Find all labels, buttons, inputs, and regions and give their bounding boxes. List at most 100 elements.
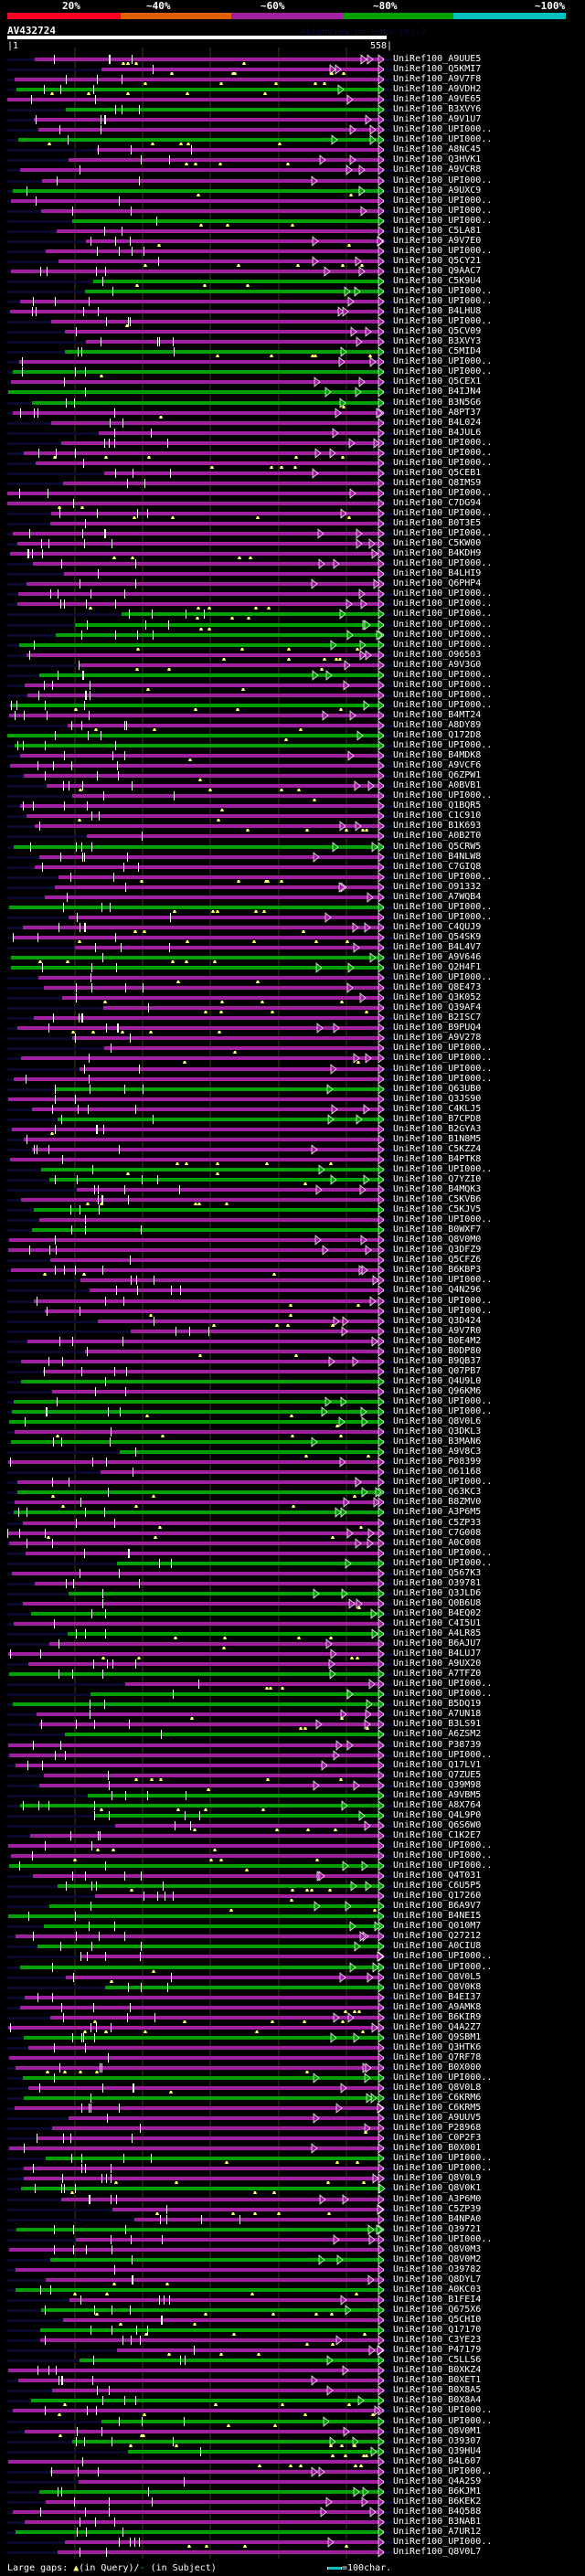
- hit-label[interactable]: UniRef100_Q4T031: [393, 1871, 482, 1881]
- hit-label[interactable]: UniRef100_C0P2F3: [393, 2133, 482, 2143]
- hit-label[interactable]: UniRef100_B4KDH9: [393, 548, 482, 558]
- hit-label[interactable]: UniRef100_UPI000..: [393, 1306, 493, 1316]
- hit-row[interactable]: [7, 670, 393, 681]
- hit-row[interactable]: [7, 387, 393, 398]
- hit-row[interactable]: [7, 821, 393, 832]
- hit-row[interactable]: [7, 256, 393, 267]
- hit-label[interactable]: UniRef100_Q6S6W0: [393, 1820, 482, 1830]
- hit-label[interactable]: UniRef100_Q3HTK6: [393, 2042, 482, 2052]
- hit-row[interactable]: [7, 84, 393, 95]
- hit-label[interactable]: UniRef100_B6KJM1: [393, 2486, 482, 2496]
- hit-row[interactable]: [7, 206, 393, 217]
- hit-row[interactable]: [7, 164, 393, 175]
- hit-row[interactable]: [7, 448, 393, 459]
- hit-row[interactable]: [7, 740, 393, 751]
- hit-label[interactable]: UniRef100_B4NEI5: [393, 1911, 482, 1921]
- hit-label[interactable]: UniRef100_C3YE23: [393, 2335, 482, 2345]
- hit-label[interactable]: UniRef100_UPI000..: [393, 1164, 493, 1174]
- hit-row[interactable]: [7, 2284, 393, 2295]
- hit-label[interactable]: UniRef100_A8NC45: [393, 144, 482, 154]
- hit-label[interactable]: UniRef100_O61168: [393, 1467, 482, 1477]
- hit-label[interactable]: UniRef100_UPI000..: [393, 366, 493, 376]
- hit-label[interactable]: UniRef100_UPI000..: [393, 1396, 493, 1406]
- hit-label[interactable]: UniRef100_Q567K3: [393, 1568, 482, 1578]
- hit-row[interactable]: [7, 1426, 393, 1437]
- hit-row[interactable]: [7, 488, 393, 499]
- hit-row[interactable]: [7, 1719, 393, 1730]
- hit-row[interactable]: [7, 2405, 393, 2416]
- hit-label[interactable]: UniRef100_Q39HU4: [393, 2446, 482, 2456]
- hit-row[interactable]: [7, 2244, 393, 2255]
- hit-row[interactable]: [7, 2426, 393, 2437]
- hit-row[interactable]: [7, 770, 393, 781]
- hit-label[interactable]: UniRef100_Q5CHI0: [393, 2315, 482, 2325]
- hit-row[interactable]: [7, 1941, 393, 1952]
- hit-label[interactable]: UniRef100_UPI000..: [393, 740, 493, 750]
- hit-row[interactable]: [7, 154, 393, 165]
- hit-row[interactable]: [7, 1528, 393, 1539]
- hit-label[interactable]: UniRef100_Q6ZPW1: [393, 770, 482, 780]
- hit-label[interactable]: UniRef100_B4PTK8: [393, 1154, 482, 1164]
- hit-label[interactable]: UniRef100_UPI000..: [393, 872, 493, 882]
- hit-row[interactable]: [7, 2234, 393, 2245]
- hit-label[interactable]: UniRef100_B4LHU8: [393, 306, 482, 316]
- hit-row[interactable]: [7, 2486, 393, 2497]
- hit-row[interactable]: [7, 468, 393, 479]
- hit-row[interactable]: [7, 1538, 393, 1549]
- hit-row[interactable]: [7, 599, 393, 610]
- hit-row[interactable]: [7, 1477, 393, 1488]
- hit-label[interactable]: UniRef100_Q4U9L0: [393, 1376, 482, 1386]
- hit-label[interactable]: UniRef100_Q3JLD6: [393, 1588, 482, 1598]
- hit-label[interactable]: UniRef100_B1N8M5: [393, 1134, 482, 1144]
- hit-row[interactable]: [7, 1931, 393, 1942]
- hit-row[interactable]: [7, 74, 393, 85]
- hit-row[interactable]: [7, 1064, 393, 1075]
- hit-label[interactable]: UniRef100_Q3HVK1: [393, 154, 482, 164]
- hit-row[interactable]: [7, 1023, 393, 1034]
- hit-row[interactable]: [7, 852, 393, 863]
- hit-row[interactable]: [7, 548, 393, 559]
- hit-label[interactable]: UniRef100_UPI000..: [393, 448, 493, 458]
- hit-label[interactable]: UniRef100_B4EQ02: [393, 1608, 482, 1618]
- hit-row[interactable]: [7, 780, 393, 791]
- hit-row[interactable]: [7, 2355, 393, 2366]
- hit-row[interactable]: [7, 438, 393, 449]
- hit-label[interactable]: UniRef100_Q675X6: [393, 2305, 482, 2315]
- hit-label[interactable]: UniRef100_Q3K052: [393, 992, 482, 1002]
- hit-label[interactable]: UniRef100_O91332: [393, 882, 482, 892]
- hit-label[interactable]: UniRef100_UPI000..: [393, 2153, 493, 2163]
- hit-row[interactable]: [7, 1770, 393, 1781]
- hit-row[interactable]: [7, 175, 393, 186]
- hit-label[interactable]: UniRef100_Q8V0L9: [393, 2173, 482, 2183]
- hit-row[interactable]: [7, 226, 393, 237]
- hit-label[interactable]: UniRef100_B1FEI4: [393, 2295, 482, 2305]
- hit-label[interactable]: UniRef100_A9V7R0: [393, 1326, 482, 1336]
- hit-label[interactable]: UniRef100_B8ZMV0: [393, 1497, 482, 1507]
- hit-row[interactable]: [7, 2456, 393, 2467]
- hit-row[interactable]: [7, 2254, 393, 2265]
- hit-row[interactable]: [7, 1104, 393, 1115]
- hit-row[interactable]: [7, 2335, 393, 2346]
- hit-label[interactable]: UniRef100_UPI000..: [393, 458, 493, 468]
- hit-row[interactable]: [7, 1962, 393, 1973]
- hit-label[interactable]: UniRef100_UPI000..: [393, 528, 493, 538]
- hit-row[interactable]: [7, 892, 393, 903]
- hit-row[interactable]: [7, 962, 393, 973]
- hit-row[interactable]: [7, 882, 393, 893]
- hit-row[interactable]: [7, 1760, 393, 1771]
- hit-label[interactable]: UniRef100_UPI000..: [393, 1214, 493, 1224]
- hit-label[interactable]: UniRef100_Q0B6U8: [393, 1598, 482, 1608]
- hit-label[interactable]: UniRef100_B9QB37: [393, 1356, 482, 1366]
- hit-row[interactable]: [7, 1356, 393, 1367]
- hit-label[interactable]: UniRef100_UPI000..: [393, 680, 493, 690]
- hit-row[interactable]: [7, 134, 393, 145]
- hit-row[interactable]: [7, 2395, 393, 2406]
- hit-label[interactable]: UniRef100_A0CIU8: [393, 1941, 482, 1951]
- hit-label[interactable]: UniRef100_A3P6M5: [393, 1507, 482, 1517]
- hit-row[interactable]: [7, 932, 393, 943]
- hit-label[interactable]: UniRef100_B4EI37: [393, 1992, 482, 2002]
- hit-row[interactable]: [7, 1285, 393, 1296]
- hit-label[interactable]: UniRef100_Q5CY21: [393, 256, 482, 266]
- hit-row[interactable]: [7, 2062, 393, 2073]
- hit-row[interactable]: [7, 1194, 393, 1205]
